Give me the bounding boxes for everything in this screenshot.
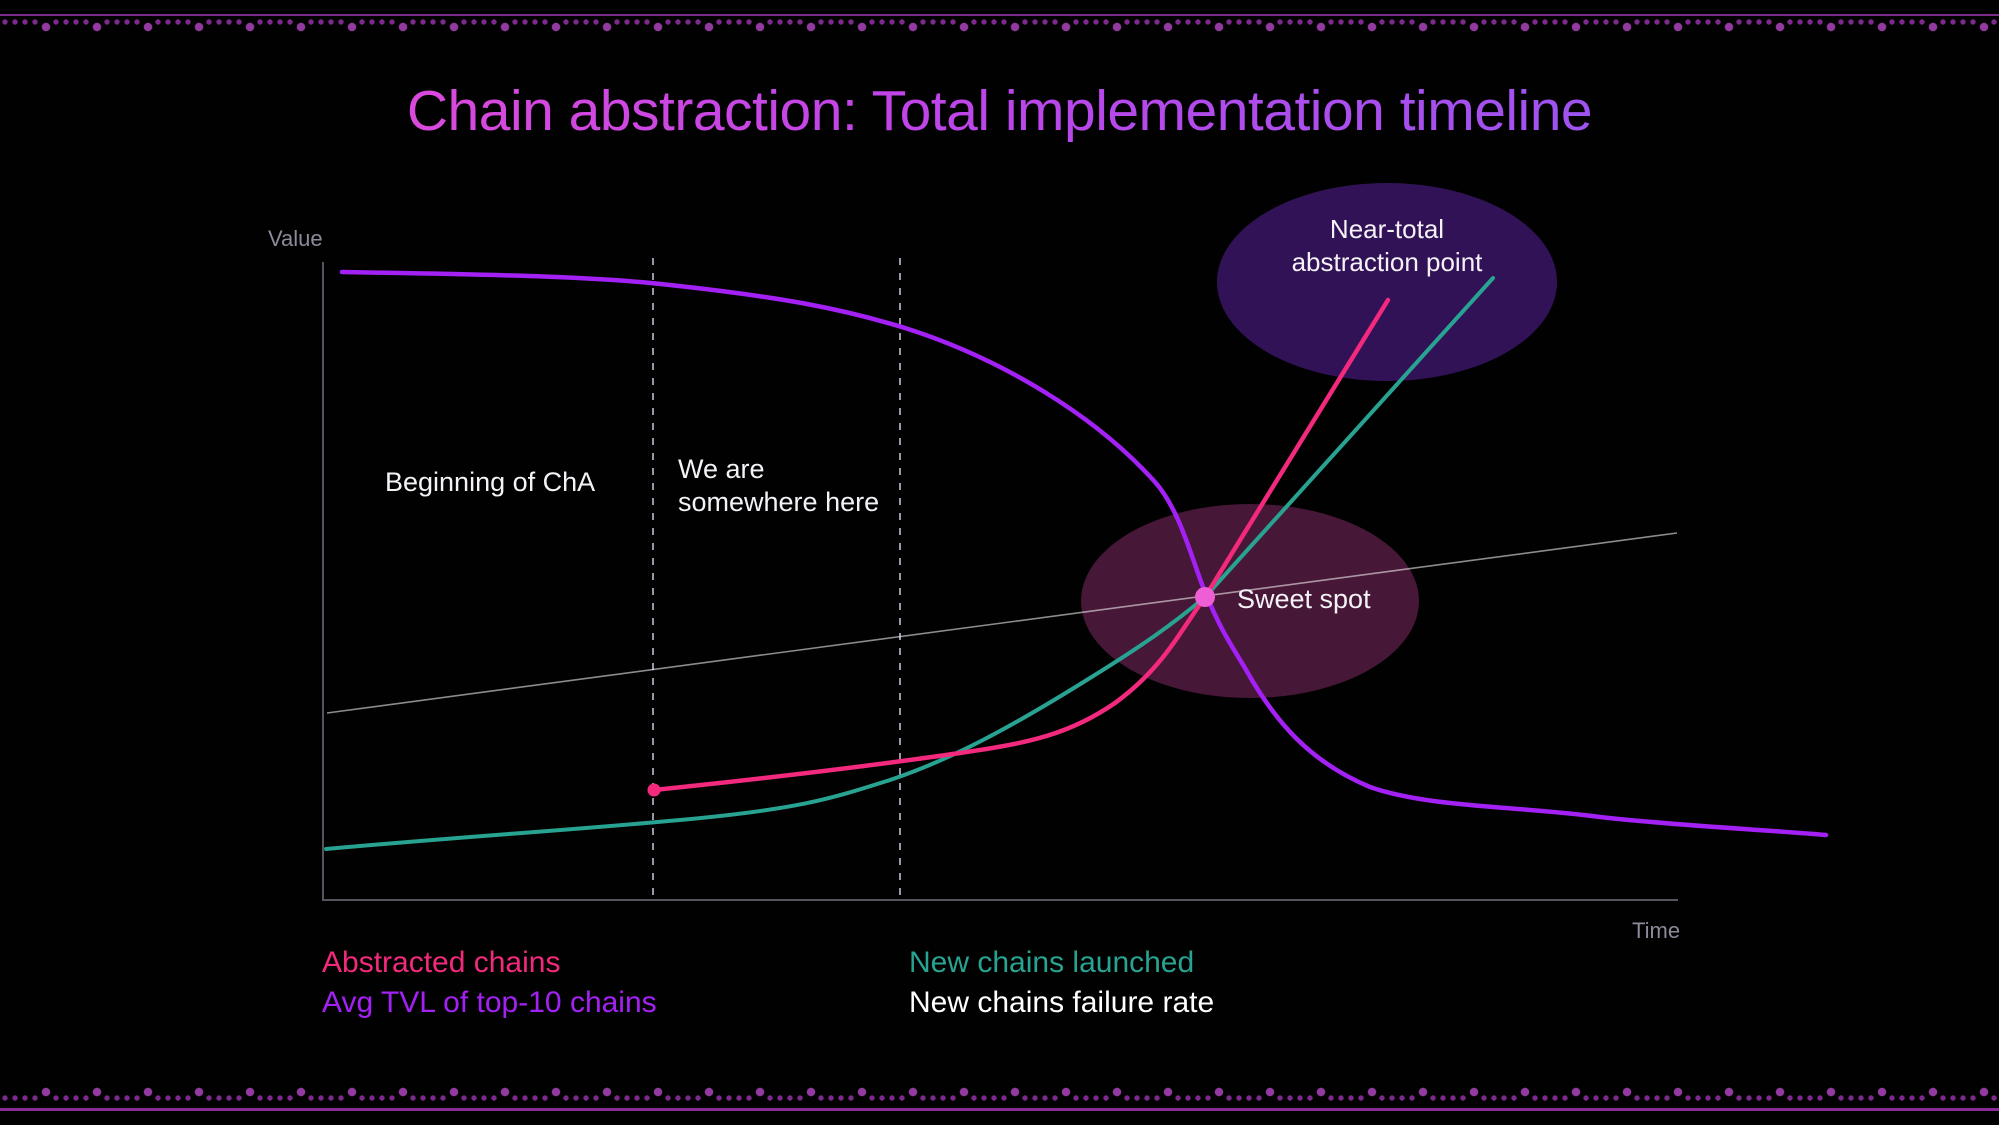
- annotation-line: somewhere here: [678, 487, 880, 517]
- sweet-spot-ellipse: [1081, 504, 1419, 698]
- legend-new-chains-launched: New chains launched: [909, 946, 1195, 979]
- top-border-dots: [0, 17, 1999, 33]
- abstracted-chains-curve: [651, 297, 1391, 793]
- legend-abstracted-chains: Abstracted chains: [322, 946, 561, 979]
- axes: [322, 262, 1678, 901]
- annotation-line: abstraction point: [1291, 247, 1483, 277]
- annotation-line: Near-total: [1329, 214, 1445, 244]
- annotation-near-total-abstraction-point: Near-total abstraction point: [1292, 213, 1483, 279]
- y-axis-label: Value: [268, 226, 323, 251]
- legend-new-chains-failure-rate: New chains failure rate: [909, 986, 1215, 1019]
- bottom-border-dots: [0, 1086, 1999, 1102]
- legend-avg-tvl-top10-chains: Avg TVL of top-10 chains: [322, 986, 657, 1019]
- x-axis-label: Time: [1632, 918, 1681, 943]
- new-chains-curve: [324, 276, 1495, 851]
- sweet-spot-dot: [1195, 587, 1215, 607]
- failure-rate-line: [326, 532, 1678, 714]
- top-border-line: [0, 14, 1999, 16]
- annotation-we-are-somewhere-here: We are somewhere here: [678, 453, 879, 519]
- tvl-curve: [339, 269, 1829, 838]
- annotation-line: We are: [678, 454, 765, 484]
- abstracted-start-dot: [647, 783, 661, 797]
- annotation-sweet-spot: Sweet spot: [1237, 584, 1371, 614]
- annotation-beginning-of-cha: Beginning of ChA: [385, 467, 596, 497]
- page-title: Chain abstraction: Total implementation …: [0, 81, 1999, 142]
- bottom-border-line: [0, 1108, 1999, 1111]
- near-total-abstraction-ellipse: [1217, 183, 1557, 381]
